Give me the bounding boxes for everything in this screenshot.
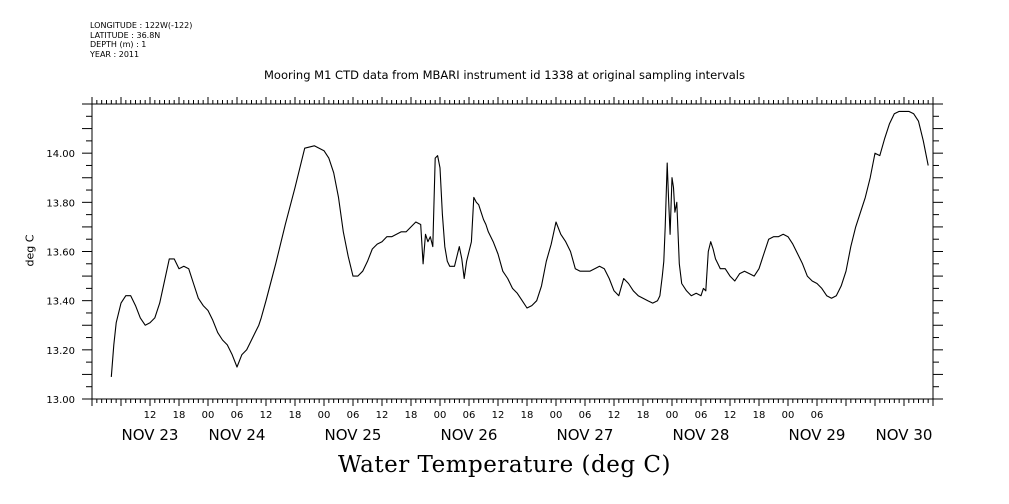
- x-tick-label: 18: [521, 410, 534, 421]
- y-tick-label: 13.00: [46, 395, 75, 406]
- y-tick-label: 13.60: [46, 248, 75, 259]
- metadata-block: LONGITUDE : 122W(-122) LATITUDE : 36.8N …: [90, 21, 192, 59]
- y-tick-label: 13.80: [46, 198, 75, 209]
- y-tick-label: 13.20: [46, 346, 75, 357]
- x-tick-label: 06: [463, 410, 476, 421]
- x-day-label: NOV 24: [209, 426, 266, 444]
- x-tick-label: 00: [434, 410, 447, 421]
- x-tick-label: 00: [666, 410, 679, 421]
- plot-frame: [91, 103, 934, 400]
- chart-title: Mooring M1 CTD data from MBARI instrumen…: [264, 68, 745, 82]
- x-axis-label: Water Temperature (deg C): [338, 452, 671, 478]
- x-day-label: NOV 27: [557, 426, 614, 444]
- x-tick-label: 06: [231, 410, 244, 421]
- longitude-text: LONGITUDE : 122W(-122): [90, 21, 193, 30]
- x-tick-label: 00: [782, 410, 795, 421]
- x-tick-label: 12: [376, 410, 389, 421]
- x-tick-label: 00: [202, 410, 215, 421]
- y-tick-label: 13.40: [46, 297, 75, 308]
- x-tick-label: 12: [724, 410, 737, 421]
- x-tick-label: 12: [492, 410, 505, 421]
- x-tick-label: 06: [579, 410, 592, 421]
- x-day-label: NOV 29: [789, 426, 846, 444]
- x-day-label: NOV 26: [441, 426, 498, 444]
- x-tick-label: 12: [608, 410, 621, 421]
- x-tick-label: 00: [318, 410, 331, 421]
- x-tick-label: 18: [289, 410, 302, 421]
- x-day-label: NOV 25: [325, 426, 382, 444]
- x-day-label: NOV 28: [673, 426, 730, 444]
- depth-text: DEPTH (m) : 1: [90, 40, 147, 49]
- x-tick-label: 18: [173, 410, 186, 421]
- y-tick-label: 14.00: [46, 149, 75, 160]
- x-tick-label: 00: [550, 410, 563, 421]
- x-tick-label: 06: [695, 410, 708, 421]
- x-tick-label: 12: [260, 410, 273, 421]
- x-tick-label: 12: [144, 410, 157, 421]
- year-text: YEAR : 2011: [90, 49, 140, 59]
- x-tick-label: 06: [811, 410, 824, 421]
- x-day-label: NOV 23: [122, 426, 179, 444]
- x-tick-label: 18: [637, 410, 650, 421]
- x-day-label: NOV 30: [876, 426, 933, 444]
- series-line: [110, 110, 929, 377]
- x-tick-label: 06: [347, 410, 360, 421]
- x-tick-label: 18: [405, 410, 418, 421]
- latitude-text: LATITUDE : 36.8N: [90, 30, 161, 40]
- x-tick-label: 18: [753, 410, 766, 421]
